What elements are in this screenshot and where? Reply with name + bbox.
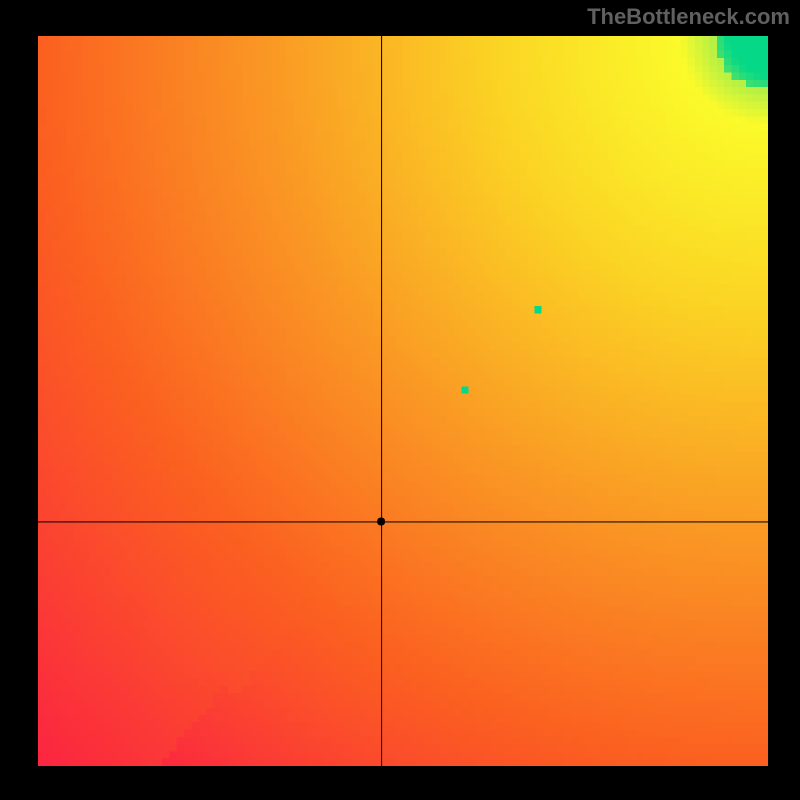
plot-area [38, 36, 768, 766]
watermark-text: TheBottleneck.com [587, 4, 790, 30]
crosshair-overlay [38, 36, 768, 766]
figure-container: TheBottleneck.com [0, 0, 800, 800]
